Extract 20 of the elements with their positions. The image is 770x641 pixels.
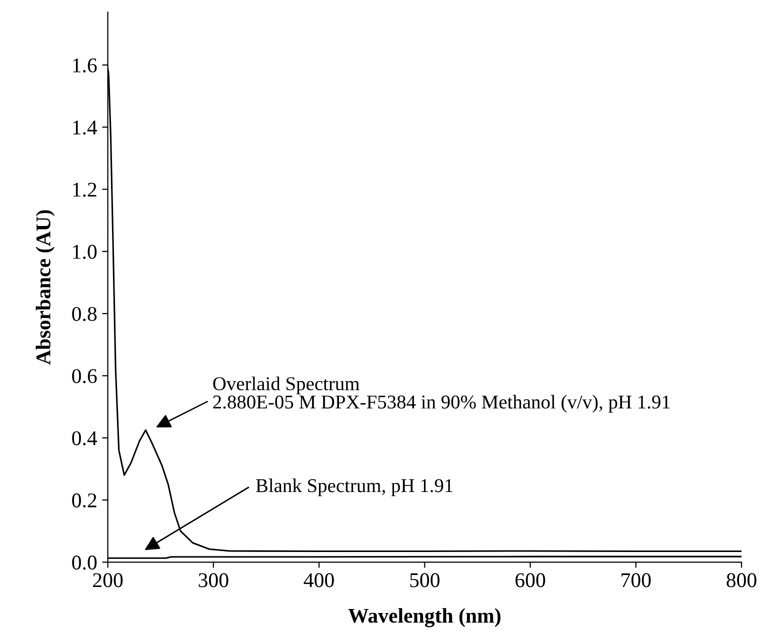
y-tick-label: 0.2 <box>72 493 96 508</box>
x-tick-label: 200 <box>93 573 123 588</box>
x-tick-label: 400 <box>304 573 334 588</box>
y-tick-label: 1.6 <box>73 58 97 73</box>
y-tick-label: 0.6 <box>72 369 97 384</box>
annotation: Overlaid Spectrum 2.880E-05 M DPX-F5384 in 90% Methanol (v/v), pH 1.91 <box>213 376 670 413</box>
x-tick-label: 300 <box>198 573 228 588</box>
x-tick-label: 700 <box>622 573 651 588</box>
y-tick-label: 0.0 <box>72 556 97 570</box>
x-tick-label: 600 <box>516 573 546 588</box>
x-axis-title: Wavelength (nm) <box>348 608 500 628</box>
y-tick-label: 0.4 <box>72 431 98 446</box>
y-tick-label: 1.2 <box>73 182 96 197</box>
x-tick-label: 800 <box>726 573 756 588</box>
y-tick-label: 1.0 <box>73 244 97 259</box>
y-tick-label: 0.8 <box>72 306 97 322</box>
y-tick-label: 1.4 <box>73 120 98 135</box>
annotation: Blank Spectrum, pH 1.91 <box>256 478 452 496</box>
y-axis-title: Absorbance (AU) <box>36 210 55 365</box>
x-tick-label: 500 <box>410 573 440 588</box>
